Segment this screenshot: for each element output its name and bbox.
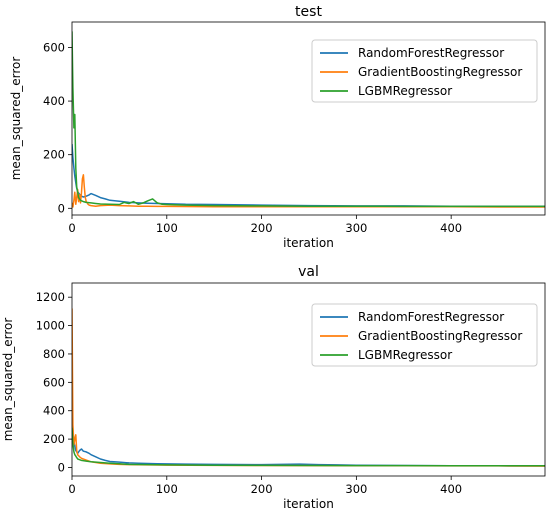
series-line-0: [72, 143, 545, 207]
legend-label-1: GradientBoostingRegressor: [358, 329, 522, 343]
chart-title: test: [295, 4, 322, 20]
y-tick-label: 600: [43, 375, 65, 389]
y-tick-label: 400: [43, 404, 65, 418]
chart-title: val: [298, 264, 319, 280]
y-axis-label: mean_squared_error: [1, 318, 15, 442]
y-tick-label: 400: [43, 94, 65, 108]
x-axis-label: iteration: [283, 497, 334, 511]
x-tick-label: 400: [440, 221, 462, 235]
x-tick-label: 0: [68, 221, 75, 235]
legend: RandomForestRegressor GradientBoostingReg…: [311, 39, 538, 103]
y-tick-label: 200: [43, 432, 65, 446]
y-tick-label: 1200: [36, 290, 65, 304]
series-line-2: [72, 427, 545, 467]
x-tick-label: 200: [251, 221, 273, 235]
axes-frame: [71, 21, 546, 216]
x-tick-label: 0: [68, 482, 75, 496]
legend: RandomForestRegressor GradientBoostingReg…: [311, 303, 538, 367]
chart-test: test 0 100 200 300 400 0 200 400 600 iteration mean…: [9, 4, 546, 250]
plot-area: [72, 308, 545, 467]
x-tick-label: 300: [345, 482, 367, 496]
legend-label-1: GradientBoostingRegressor: [358, 65, 522, 79]
axes-frame: [71, 282, 546, 477]
legend-label-2: LGBMRegressor: [358, 348, 452, 362]
series-line-2: [72, 31, 545, 208]
y-tick-label: 200: [43, 148, 65, 162]
chart-val: val 0 100 200 300 400 0 200 400 600 800 1000 1200 ite…: [1, 264, 546, 511]
y-tick-label: 800: [43, 347, 65, 361]
legend-box: [311, 303, 538, 367]
y-tick-label: 0: [58, 460, 65, 474]
x-tick-label: 200: [251, 482, 273, 496]
legend-label-2: LGBMRegressor: [358, 84, 452, 98]
y-tick-label: 600: [43, 40, 65, 54]
x-tick-label: 100: [156, 221, 178, 235]
plot-area: [72, 31, 545, 208]
legend-box: [311, 39, 538, 103]
x-tick-label: 300: [345, 221, 367, 235]
x-tick-label: 100: [156, 482, 178, 496]
series-line-0: [72, 417, 545, 467]
x-axis-label: iteration: [283, 236, 334, 250]
y-axis-label: mean_squared_error: [9, 57, 23, 181]
legend-label-0: RandomForestRegressor: [358, 46, 504, 60]
y-tick-label: 1000: [36, 319, 65, 333]
y-tick-label: 0: [58, 201, 65, 215]
x-tick-label: 400: [440, 482, 462, 496]
legend-label-0: RandomForestRegressor: [358, 310, 504, 324]
